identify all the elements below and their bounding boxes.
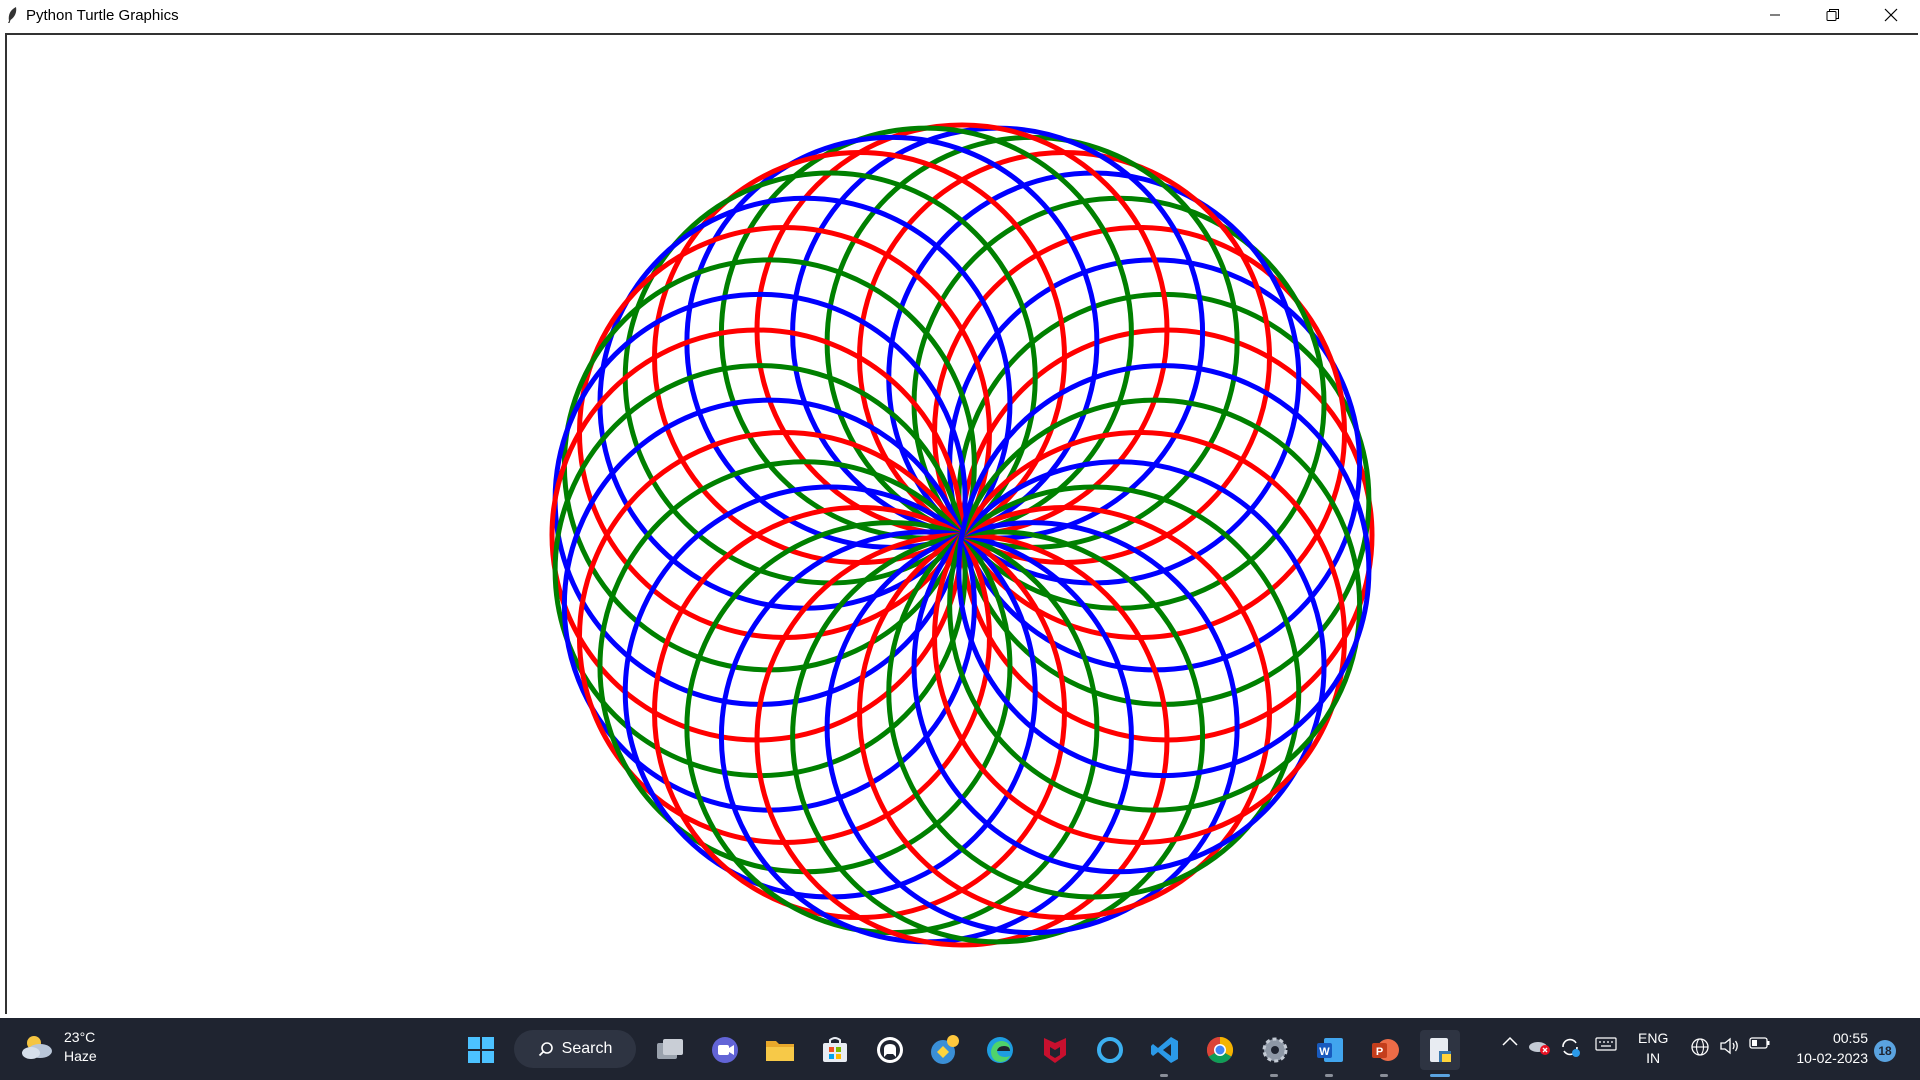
speaker-icon xyxy=(1720,1037,1738,1055)
python-idle-icon xyxy=(931,1035,959,1064)
file-explorer-button[interactable] xyxy=(760,1030,800,1070)
edge-button[interactable] xyxy=(980,1030,1020,1070)
tray-network-button[interactable] xyxy=(1688,1036,1712,1058)
tray-onedrive-button[interactable] xyxy=(1528,1036,1552,1056)
vscode-button[interactable] xyxy=(1145,1030,1185,1070)
show-hidden-icons-button[interactable] xyxy=(1500,1036,1520,1046)
tray-keyboard-button[interactable] xyxy=(1594,1036,1618,1052)
spirograph-circle xyxy=(824,520,1240,936)
spirograph-drawing xyxy=(549,122,1375,948)
minimize-icon xyxy=(1770,14,1780,16)
spirograph-circle xyxy=(911,459,1327,875)
minimize-button[interactable] xyxy=(1746,0,1804,30)
weather-widget[interactable]: 23°C Haze xyxy=(20,1028,97,1066)
github-desktop-button[interactable] xyxy=(870,1030,910,1070)
tray-sync-button[interactable] xyxy=(1558,1036,1582,1058)
chrome-button[interactable] xyxy=(1200,1030,1240,1070)
word-icon: W xyxy=(1317,1038,1343,1062)
window-title: Python Turtle Graphics xyxy=(26,6,179,24)
tray-battery-button[interactable] xyxy=(1748,1036,1772,1050)
restore-icon xyxy=(1826,9,1839,21)
word-running-indicator xyxy=(1325,1074,1333,1077)
chat-button[interactable] xyxy=(705,1030,745,1070)
vscode-icon xyxy=(1151,1037,1178,1063)
chrome-icon xyxy=(1206,1036,1234,1064)
settings-icon xyxy=(1262,1037,1288,1063)
github-icon xyxy=(877,1037,903,1063)
file-explorer-icon xyxy=(766,1041,794,1061)
chat-icon xyxy=(712,1037,738,1063)
word-button[interactable]: W xyxy=(1310,1030,1350,1070)
keyboard-icon xyxy=(1595,1037,1617,1051)
window-titlebar[interactable]: Python Turtle Graphics xyxy=(0,0,1920,30)
cortana-button[interactable] xyxy=(1090,1030,1130,1070)
turtle-canvas[interactable] xyxy=(5,33,1918,1014)
language-line1: ENG xyxy=(1638,1030,1669,1046)
edge-icon xyxy=(987,1037,1013,1063)
sync-icon xyxy=(1562,1038,1580,1057)
search-label: Search xyxy=(561,1040,613,1057)
close-button[interactable] xyxy=(1862,0,1920,30)
store-button[interactable] xyxy=(815,1030,855,1070)
cortana-icon xyxy=(1097,1037,1123,1063)
svg-text:W: W xyxy=(1319,1046,1330,1058)
settings-running-indicator xyxy=(1270,1074,1278,1077)
python-idle-button[interactable] xyxy=(925,1030,965,1070)
chevron-up-icon xyxy=(1502,1036,1518,1046)
spirograph-circle xyxy=(790,529,1206,945)
spirograph-circle xyxy=(947,397,1363,813)
store-icon xyxy=(823,1037,847,1062)
powerpoint-running-indicator xyxy=(1380,1074,1388,1077)
weather-temp: 23°C xyxy=(64,1029,96,1045)
clock-time: 00:55 xyxy=(1832,1030,1868,1046)
tray-volume-button[interactable] xyxy=(1718,1036,1742,1056)
powerpoint-button[interactable]: P xyxy=(1365,1030,1405,1070)
spirograph-circle xyxy=(886,484,1302,900)
python-file-button[interactable] xyxy=(1420,1030,1460,1070)
clock-date: 10-02-2023 xyxy=(1796,1050,1868,1066)
spirograph-circle xyxy=(857,505,1272,921)
taskbar-clock[interactable]: 00:55 10-02-2023 xyxy=(1786,1028,1868,1068)
language-indicator[interactable]: ENG IN xyxy=(1638,1028,1668,1068)
globe-icon xyxy=(1691,1038,1709,1056)
search-icon xyxy=(538,1042,553,1057)
powerpoint-icon: P xyxy=(1372,1039,1399,1061)
notepad-python-icon xyxy=(1430,1038,1451,1062)
taskbar: 23°C Haze Search xyxy=(0,1018,1920,1080)
battery-icon xyxy=(1749,1037,1770,1049)
spirograph-circle xyxy=(932,430,1348,845)
weather-condition: Haze xyxy=(64,1048,97,1064)
restore-button[interactable] xyxy=(1804,0,1862,30)
task-view-icon xyxy=(657,1039,683,1059)
close-icon xyxy=(1884,8,1898,22)
onedrive-error-icon xyxy=(1529,1042,1550,1055)
start-button[interactable] xyxy=(461,1030,501,1070)
task-view-button[interactable] xyxy=(650,1030,690,1070)
vscode-running-indicator xyxy=(1160,1074,1168,1077)
notification-count-badge[interactable]: 18 xyxy=(1874,1040,1896,1062)
taskbar-search-button[interactable]: Search xyxy=(514,1030,636,1068)
feather-icon xyxy=(6,6,20,24)
mcafee-icon xyxy=(1044,1038,1066,1063)
spirograph-circle xyxy=(956,363,1372,779)
settings-button[interactable] xyxy=(1255,1030,1295,1070)
language-line2: IN xyxy=(1646,1050,1661,1066)
weather-haze-icon xyxy=(22,1036,52,1059)
windows-start-icon xyxy=(468,1037,494,1063)
python-active-indicator xyxy=(1430,1074,1450,1077)
svg-text:P: P xyxy=(1376,1046,1383,1058)
mcafee-button[interactable] xyxy=(1035,1030,1075,1070)
